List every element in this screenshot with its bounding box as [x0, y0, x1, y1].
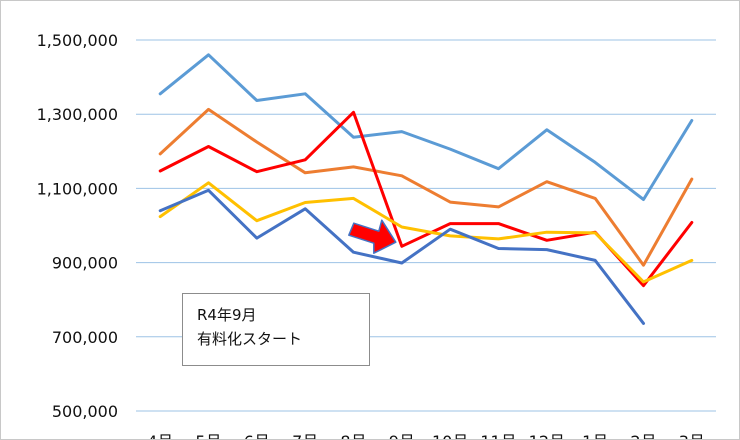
annotation-box: R4年9月 有料化スタート [182, 293, 370, 366]
annotation-line-1: R4年9月 [197, 306, 257, 324]
y-tick-label: 700,000 [52, 328, 118, 347]
series-line-3 [158, 110, 694, 288]
x-tick-label: 2月 [630, 432, 656, 440]
x-axis: 4月 5月 6月 7月 8月 9月 10月 11月 12月 1月 2月 3月 [147, 432, 705, 440]
x-tick-label: 5月 [195, 432, 221, 440]
series-lines [158, 53, 694, 325]
y-tick-label: 1,500,000 [37, 31, 118, 50]
annotation-line-2: 有料化スタート [197, 330, 303, 348]
x-tick-label: 4月 [147, 432, 173, 440]
x-tick-label: 1月 [582, 432, 608, 440]
series-line-5 [158, 188, 645, 325]
y-tick-label: 500,000 [52, 402, 118, 421]
x-tick-label: 10月 [432, 432, 468, 440]
series-line-4 [158, 181, 694, 284]
y-tick-label: 1,100,000 [37, 179, 118, 198]
x-tick-label: 7月 [292, 432, 318, 440]
series-line-2 [158, 107, 694, 267]
series-line-1 [158, 53, 694, 201]
x-tick-label: 8月 [340, 432, 366, 440]
x-tick-label: 9月 [389, 432, 415, 440]
y-axis: 500,000 700,000 900,000 1,100,000 1,300,000 1… [37, 31, 118, 421]
x-tick-label: 11月 [480, 432, 516, 440]
y-tick-label: 900,000 [52, 254, 118, 273]
red-arrow-icon [348, 219, 397, 254]
x-tick-label: 3月 [679, 432, 705, 440]
y-tick-label: 1,300,000 [37, 105, 118, 124]
x-tick-label: 6月 [244, 432, 270, 440]
annotation-arrow [348, 219, 397, 254]
x-tick-label: 12月 [529, 432, 565, 440]
